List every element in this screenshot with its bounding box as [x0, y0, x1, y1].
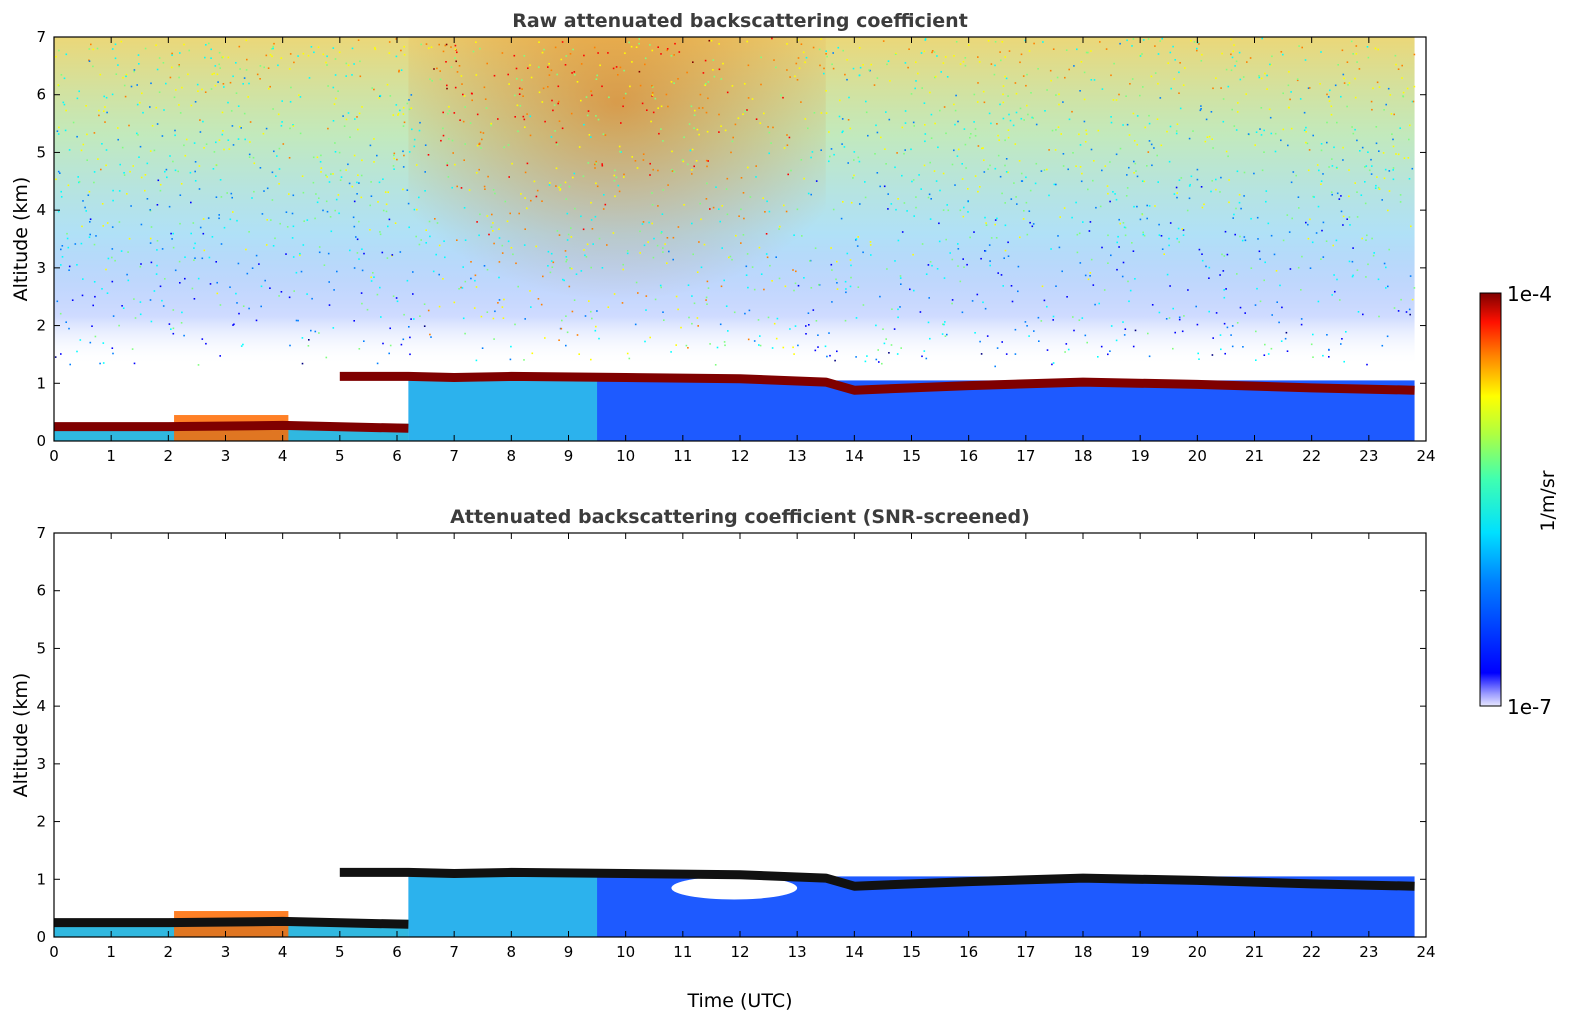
x-tick-label: 4: [278, 447, 288, 465]
colorbar-min-label: 1e-7: [1507, 695, 1552, 719]
boundary-layer-mixing: [408, 380, 598, 441]
x-tick-label: 12: [730, 447, 749, 465]
x-tick-label: 10: [616, 447, 635, 465]
colorbar-gradient: [1479, 292, 1502, 707]
x-tick-label: 18: [1073, 447, 1092, 465]
surface-layer-line: [54, 420, 409, 433]
x-tick-label: 7: [449, 943, 459, 961]
x-tick-label: 23: [1359, 943, 1378, 961]
x-tick-label: 0: [49, 943, 59, 961]
x-tick-label: 4: [278, 943, 288, 961]
x-tick-label: 21: [1245, 447, 1264, 465]
y-axis-label: Altitude (km): [10, 673, 32, 798]
x-tick-label: 20: [1188, 943, 1207, 961]
heatmap-image: [54, 867, 1415, 937]
x-tick-label: 15: [902, 447, 921, 465]
surface-layer-line: [54, 916, 409, 929]
x-tick-label: 3: [221, 943, 231, 961]
x-tick-label: 2: [164, 943, 174, 961]
x-tick-label: 13: [788, 943, 807, 961]
x-tick-label: 9: [564, 943, 574, 961]
x-tick-label: 5: [335, 943, 345, 961]
x-axis-ticks: 0 1 2 3 4 5 6 7 8 9 10 11 12 13 14 15 16 17 18 19 20 21 22 23 24: [49, 533, 1436, 961]
chart-title: Attenuated backscattering coefficient (S…: [450, 506, 1030, 528]
colorbar: 1e-4 1e-7 1/m/sr: [1479, 282, 1559, 719]
x-tick-label: 8: [507, 447, 517, 465]
y-axis-ticks: 0 1 2 3 4 5 6 7: [36, 524, 1426, 946]
screened-backscatter-panel: Attenuated backscattering coefficient (S…: [10, 506, 1436, 1012]
heatmap-image: [54, 37, 1416, 441]
x-tick-label: 24: [1416, 447, 1435, 465]
x-tick-label: 24: [1416, 943, 1435, 961]
y-tick-label: 0: [36, 928, 46, 946]
x-tick-label: 11: [673, 943, 692, 961]
screened-gap: [671, 876, 798, 900]
x-axis-ticks: 0 1 2 3 4 5 6 7 8 9 10 11 12 13 14 15 16 17 18 19 20 21 22 23 24: [49, 37, 1436, 465]
y-tick-label: 7: [36, 28, 46, 46]
x-tick-label: 1: [106, 447, 116, 465]
x-tick-label: 14: [845, 447, 864, 465]
y-tick-label: 0: [36, 432, 46, 450]
y-tick-label: 4: [36, 201, 46, 219]
x-tick-label: 17: [1016, 943, 1035, 961]
speckle-dots: [54, 37, 1416, 368]
y-tick-label: 1: [36, 870, 46, 888]
x-tick-label: 1: [106, 943, 116, 961]
y-axis-ticks: 0 1 2 3 4 5 6 7: [36, 28, 1426, 450]
x-tick-label: 22: [1302, 943, 1321, 961]
cloud-layer-line: [339, 867, 1415, 891]
x-tick-label: 10: [616, 943, 635, 961]
x-tick-label: 20: [1188, 447, 1207, 465]
y-tick-label: 4: [36, 697, 46, 715]
x-tick-label: 17: [1016, 447, 1035, 465]
x-tick-label: 0: [49, 447, 59, 465]
x-tick-label: 23: [1359, 447, 1378, 465]
y-tick-label: 1: [36, 374, 46, 392]
x-tick-label: 6: [392, 447, 402, 465]
x-tick-label: 15: [902, 943, 921, 961]
y-tick-label: 3: [36, 755, 46, 773]
x-tick-label: 16: [959, 943, 978, 961]
x-tick-label: 14: [845, 943, 864, 961]
x-tick-label: 13: [788, 447, 807, 465]
x-axis-label: Time (UTC): [686, 990, 792, 1012]
y-tick-label: 6: [36, 86, 46, 104]
boundary-layer-mixing: [408, 876, 598, 937]
x-tick-label: 3: [221, 447, 231, 465]
x-tick-label: 7: [449, 447, 459, 465]
x-tick-label: 19: [1131, 447, 1150, 465]
x-tick-label: 16: [959, 447, 978, 465]
y-tick-label: 5: [36, 143, 46, 161]
y-tick-label: 6: [36, 582, 46, 600]
x-tick-label: 19: [1131, 943, 1150, 961]
x-tick-label: 6: [392, 943, 402, 961]
colorbar-unit-label: 1/m/sr: [1537, 470, 1559, 531]
x-tick-label: 11: [673, 447, 692, 465]
y-tick-label: 7: [36, 524, 46, 542]
cloud-layer-line: [339, 371, 1415, 395]
y-tick-label: 5: [36, 639, 46, 657]
colorbar-max-label: 1e-4: [1507, 282, 1552, 306]
y-tick-label: 2: [36, 317, 46, 335]
x-tick-label: 2: [164, 447, 174, 465]
y-axis-label: Altitude (km): [10, 177, 32, 302]
x-tick-label: 21: [1245, 943, 1264, 961]
x-tick-label: 22: [1302, 447, 1321, 465]
x-tick-label: 8: [507, 943, 517, 961]
x-tick-label: 9: [564, 447, 574, 465]
x-tick-label: 12: [730, 943, 749, 961]
chart-title: Raw attenuated backscattering coefficien…: [512, 10, 968, 32]
y-tick-label: 3: [36, 259, 46, 277]
x-tick-label: 18: [1073, 943, 1092, 961]
raw-backscatter-panel: Raw attenuated backscattering coefficien…: [10, 10, 1436, 465]
x-tick-label: 5: [335, 447, 345, 465]
y-tick-label: 2: [36, 813, 46, 831]
sky-noise-hotspot: [408, 37, 826, 366]
